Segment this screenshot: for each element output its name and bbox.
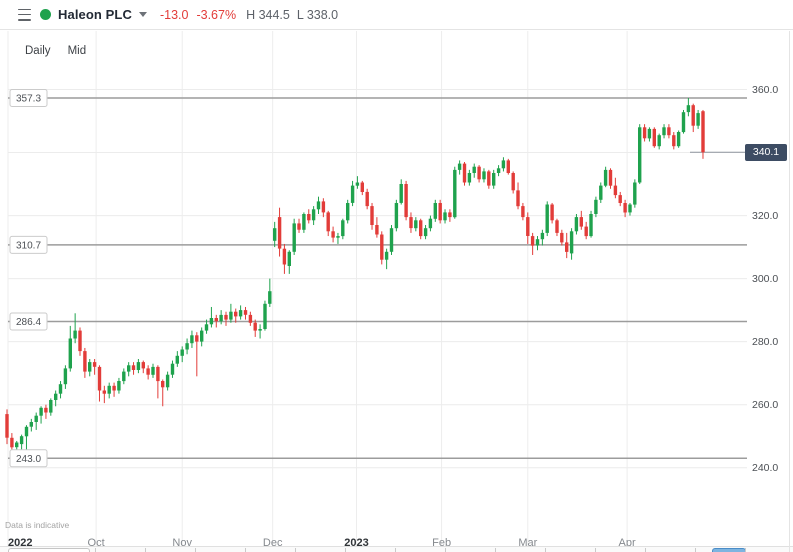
svg-text:320.0: 320.0 bbox=[752, 210, 778, 222]
scrollbar-tick bbox=[295, 548, 296, 552]
svg-text:260.0: 260.0 bbox=[752, 399, 778, 411]
scrollbar-tick bbox=[395, 548, 396, 552]
scrollbar-tick bbox=[345, 548, 346, 552]
day-low: L 338.0 bbox=[296, 7, 339, 22]
scrollbar-tick bbox=[745, 548, 746, 552]
scrollbar-tick bbox=[695, 548, 696, 552]
right-border bbox=[789, 31, 790, 552]
chevron-down-icon[interactable] bbox=[138, 12, 147, 17]
last-price-badge: 340.1 bbox=[745, 144, 787, 161]
price-change: -13.0 bbox=[159, 7, 189, 22]
level-labels: 357.3 310.7 286.4 243.0 bbox=[9, 89, 48, 468]
quote-header: Haleon PLC -13.0 -3.67% H 344.5 L 338.0 bbox=[0, 0, 793, 30]
scrollbar-tick bbox=[245, 548, 246, 552]
market-open-dot bbox=[40, 9, 51, 20]
instrument-title: Haleon PLC bbox=[58, 7, 132, 22]
chart-scrollbar[interactable] bbox=[0, 546, 793, 552]
scrollbar-tick bbox=[95, 548, 96, 552]
scrollbar-tick bbox=[545, 548, 546, 552]
svg-text:286.4: 286.4 bbox=[16, 317, 41, 328]
day-range: H 344.5 L 338.0 bbox=[246, 8, 345, 22]
svg-text:360.0: 360.0 bbox=[752, 84, 778, 96]
candles[interactable] bbox=[5, 98, 705, 459]
vertical-gridlines bbox=[7, 31, 628, 546]
indicative-watermark: Data is indicative bbox=[5, 520, 70, 530]
interval-daily-button[interactable]: Daily bbox=[25, 45, 51, 57]
scrollbar-tick bbox=[595, 548, 596, 552]
day-high: H 344.5 bbox=[246, 7, 290, 22]
menu-icon[interactable] bbox=[18, 8, 31, 21]
scrollbar-tick bbox=[145, 548, 146, 552]
price-change-percent: -3.67% bbox=[196, 7, 237, 22]
scrollbar-range-thumb[interactable] bbox=[712, 548, 746, 552]
scrollbar-tick bbox=[645, 548, 646, 552]
svg-text:310.7: 310.7 bbox=[16, 240, 41, 251]
price-mode-mid-button[interactable]: Mid bbox=[67, 45, 87, 57]
svg-text:357.3: 357.3 bbox=[16, 94, 41, 105]
scrollbar-tick bbox=[495, 548, 496, 552]
scrollbar-left-handle[interactable] bbox=[8, 548, 90, 552]
svg-text:300.0: 300.0 bbox=[752, 273, 778, 285]
svg-text:240.0: 240.0 bbox=[752, 462, 778, 474]
chart-toolbar: Daily Mid bbox=[25, 45, 86, 57]
horizontal-gridlines bbox=[8, 88, 747, 469]
svg-text:243.0: 243.0 bbox=[16, 454, 41, 465]
scrollbar-tick bbox=[195, 548, 196, 552]
scrollbar-tick bbox=[445, 548, 446, 552]
level-lines bbox=[8, 97, 747, 460]
svg-text:280.0: 280.0 bbox=[752, 336, 778, 348]
